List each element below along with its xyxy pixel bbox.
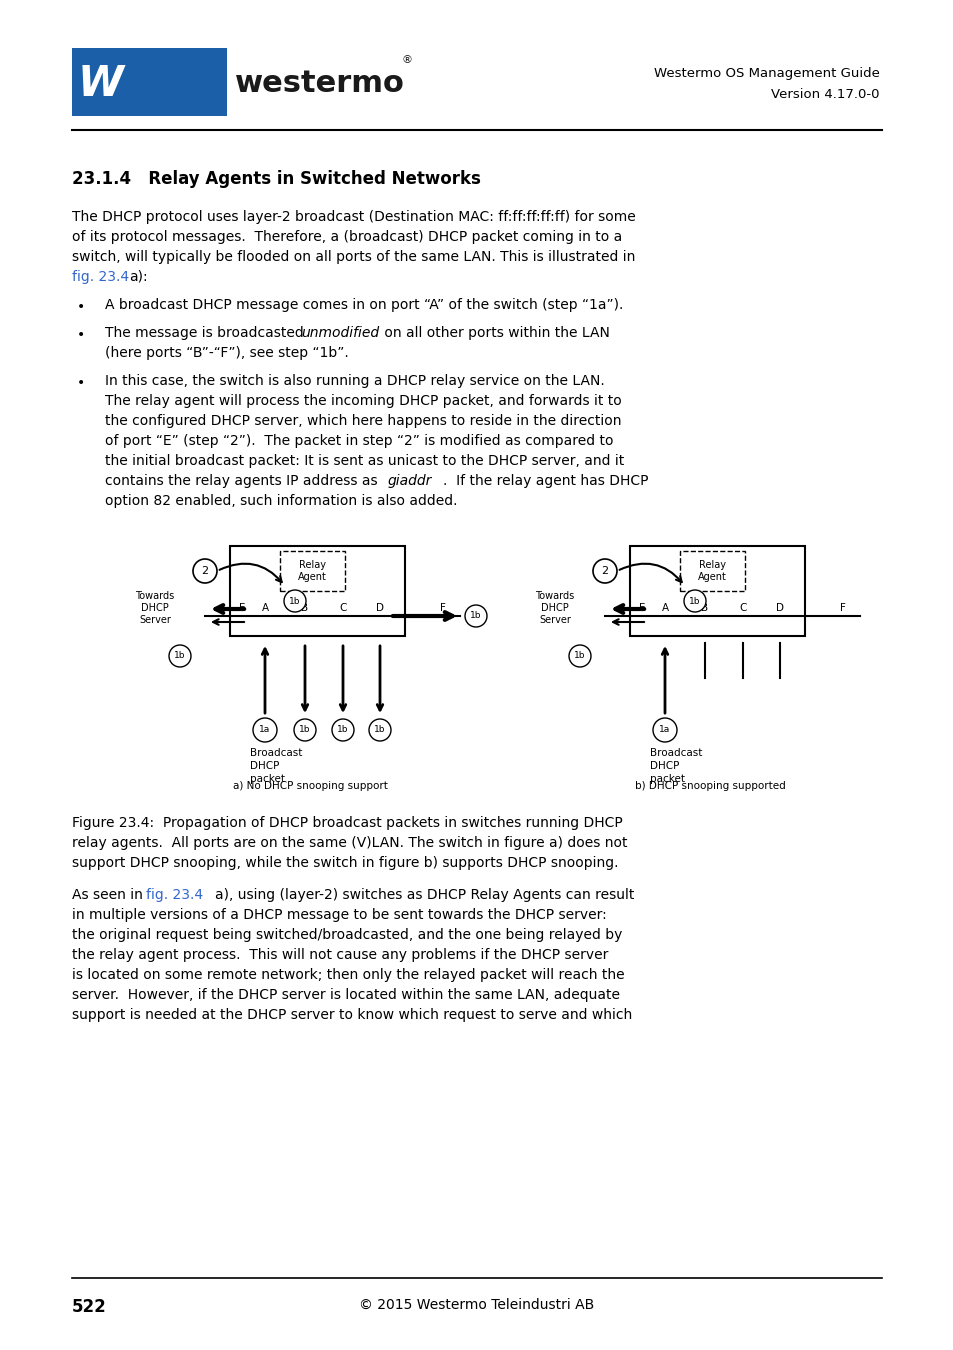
Text: 1b: 1b: [174, 652, 186, 660]
Circle shape: [568, 645, 590, 667]
Text: B: B: [700, 603, 708, 613]
Text: F: F: [840, 603, 845, 613]
Text: support is needed at the DHCP server to know which request to serve and which: support is needed at the DHCP server to …: [71, 1008, 632, 1022]
Text: a) No DHCP snooping support: a) No DHCP snooping support: [233, 782, 387, 791]
Text: Version 4.17.0-0: Version 4.17.0-0: [771, 89, 879, 101]
Text: F: F: [439, 603, 445, 613]
Text: 1b: 1b: [289, 597, 300, 606]
Text: of port “E” (step “2”).  The packet in step “2” is modified as compared to: of port “E” (step “2”). The packet in st…: [105, 433, 613, 448]
Text: •: •: [77, 300, 85, 315]
Text: a):: a):: [129, 270, 148, 284]
Circle shape: [683, 590, 705, 612]
Text: Figure 23.4:  Propagation of DHCP broadcast packets in switches running DHCP: Figure 23.4: Propagation of DHCP broadca…: [71, 815, 622, 830]
Text: D: D: [375, 603, 384, 613]
Text: giaddr: giaddr: [388, 474, 432, 487]
Text: 1b: 1b: [470, 612, 481, 621]
Text: 1b: 1b: [299, 725, 311, 734]
Text: The message is broadcasted: The message is broadcasted: [105, 325, 308, 340]
Text: Broadcast
DHCP
packet: Broadcast DHCP packet: [250, 748, 302, 784]
Text: b) DHCP snooping supported: b) DHCP snooping supported: [634, 782, 784, 791]
Text: 2: 2: [600, 566, 608, 576]
Text: Towards
DHCP
Server: Towards DHCP Server: [135, 590, 174, 625]
Text: westermo: westermo: [234, 69, 404, 99]
Text: W: W: [77, 63, 123, 105]
Circle shape: [593, 559, 617, 583]
Text: Broadcast
DHCP
packet: Broadcast DHCP packet: [649, 748, 701, 784]
Circle shape: [464, 605, 486, 626]
Circle shape: [193, 559, 216, 583]
Text: A broadcast DHCP message comes in on port “A” of the switch (step “1a”).: A broadcast DHCP message comes in on por…: [105, 298, 622, 312]
Text: B: B: [301, 603, 308, 613]
Text: The relay agent will process the incoming DHCP packet, and forwards it to: The relay agent will process the incomin…: [105, 394, 621, 408]
Text: 1b: 1b: [374, 725, 385, 734]
Text: the relay agent process.  This will not cause any problems if the DHCP server: the relay agent process. This will not c…: [71, 948, 608, 963]
Text: support DHCP snooping, while the switch in figure b) supports DHCP snooping.: support DHCP snooping, while the switch …: [71, 856, 618, 869]
Text: 1b: 1b: [574, 652, 585, 660]
Circle shape: [332, 720, 354, 741]
Bar: [71, 49, 227, 116]
Text: the original request being switched/broadcasted, and the one being relayed by: the original request being switched/broa…: [71, 927, 621, 942]
Text: D: D: [775, 603, 783, 613]
Circle shape: [652, 718, 677, 743]
Text: As seen in: As seen in: [71, 888, 147, 902]
Text: fig. 23.4: fig. 23.4: [146, 888, 203, 902]
Text: A: A: [660, 603, 668, 613]
Text: is located on some remote network; then only the relayed packet will reach the: is located on some remote network; then …: [71, 968, 624, 981]
Text: E: E: [639, 603, 644, 613]
Text: Relay
Agent: Relay Agent: [297, 560, 327, 582]
Text: Westermo OS Management Guide: Westermo OS Management Guide: [654, 66, 879, 80]
Text: option 82 enabled, such information is also added.: option 82 enabled, such information is a…: [105, 494, 457, 508]
Text: 1b: 1b: [337, 725, 349, 734]
Text: 23.1.4   Relay Agents in Switched Networks: 23.1.4 Relay Agents in Switched Networks: [71, 170, 480, 188]
Text: C: C: [739, 603, 746, 613]
Bar: [280, 551, 345, 591]
Text: Towards
DHCP
Server: Towards DHCP Server: [535, 590, 574, 625]
Text: In this case, the switch is also running a DHCP relay service on the LAN.: In this case, the switch is also running…: [105, 374, 604, 387]
Text: 522: 522: [71, 1297, 107, 1316]
Bar: [679, 551, 744, 591]
Text: 2: 2: [201, 566, 209, 576]
Text: the configured DHCP server, which here happens to reside in the direction: the configured DHCP server, which here h…: [105, 414, 620, 428]
Text: •: •: [77, 328, 85, 342]
Text: contains the relay agents IP address as: contains the relay agents IP address as: [105, 474, 381, 487]
Text: © 2015 Westermo Teleindustri AB: © 2015 Westermo Teleindustri AB: [359, 1297, 594, 1312]
Text: E: E: [238, 603, 245, 613]
Circle shape: [284, 590, 306, 612]
Text: •: •: [77, 377, 85, 390]
Text: C: C: [339, 603, 346, 613]
Circle shape: [169, 645, 191, 667]
Circle shape: [294, 720, 315, 741]
Text: .  If the relay agent has DHCP: . If the relay agent has DHCP: [442, 474, 648, 487]
Text: A: A: [261, 603, 269, 613]
Bar: [629, 545, 804, 636]
Text: (here ports “B”-“F”), see step “1b”.: (here ports “B”-“F”), see step “1b”.: [105, 346, 349, 360]
Text: ®: ®: [401, 55, 413, 65]
Text: The DHCP protocol uses layer-2 broadcast (Destination MAC: ff:ff:ff:ff:ff) for s: The DHCP protocol uses layer-2 broadcast…: [71, 211, 635, 224]
Text: fig. 23.4: fig. 23.4: [71, 270, 129, 284]
Text: switch, will typically be flooded on all ports of the same LAN. This is illustra: switch, will typically be flooded on all…: [71, 250, 635, 265]
Text: Relay
Agent: Relay Agent: [698, 560, 726, 582]
Text: server.  However, if the DHCP server is located within the same LAN, adequate: server. However, if the DHCP server is l…: [71, 988, 619, 1002]
Text: the initial broadcast packet: It is sent as unicast to the DHCP server, and it: the initial broadcast packet: It is sent…: [105, 454, 623, 468]
Circle shape: [253, 718, 276, 743]
Bar: [230, 545, 405, 636]
Circle shape: [369, 720, 391, 741]
Text: 1a: 1a: [659, 725, 670, 734]
Text: relay agents.  All ports are on the same (V)LAN. The switch in figure a) does no: relay agents. All ports are on the same …: [71, 836, 627, 850]
Text: in multiple versions of a DHCP message to be sent towards the DHCP server:: in multiple versions of a DHCP message t…: [71, 909, 606, 922]
Text: unmodified: unmodified: [301, 325, 378, 340]
Text: 1b: 1b: [688, 597, 700, 606]
Text: a), using (layer-2) switches as DHCP Relay Agents can result: a), using (layer-2) switches as DHCP Rel…: [214, 888, 634, 902]
Text: of its protocol messages.  Therefore, a (broadcast) DHCP packet coming in to a: of its protocol messages. Therefore, a (…: [71, 230, 621, 244]
Text: 1a: 1a: [259, 725, 271, 734]
Text: on all other ports within the LAN: on all other ports within the LAN: [379, 325, 609, 340]
